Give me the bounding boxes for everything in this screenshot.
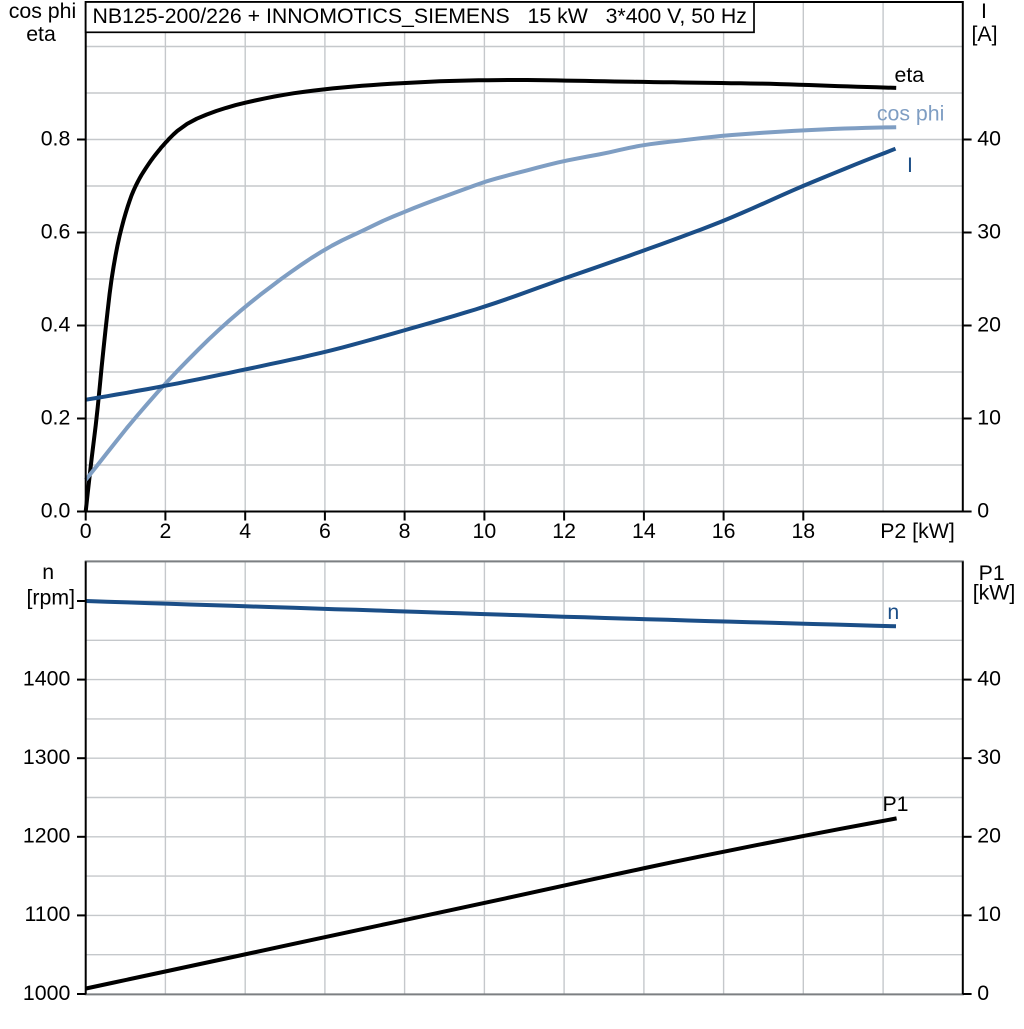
svg-text:12: 12 [552, 519, 576, 543]
svg-text:P1: P1 [979, 561, 1005, 585]
svg-text:16: 16 [712, 519, 736, 543]
svg-text:1400: 1400 [23, 666, 71, 690]
svg-text:eta: eta [894, 63, 924, 87]
svg-text:cos phi: cos phi [9, 0, 76, 23]
svg-text:8: 8 [399, 519, 411, 543]
svg-text:cos phi: cos phi [877, 102, 944, 126]
svg-text:1100: 1100 [25, 902, 71, 926]
svg-text:0.2: 0.2 [41, 405, 71, 429]
svg-text:10: 10 [473, 519, 497, 543]
svg-text:6: 6 [319, 519, 331, 543]
svg-text:I: I [907, 153, 913, 177]
svg-text:10: 10 [977, 902, 1001, 926]
svg-text:30: 30 [977, 745, 1001, 769]
svg-text:0: 0 [80, 519, 92, 543]
svg-text:1300: 1300 [23, 745, 71, 769]
svg-text:n: n [42, 560, 54, 584]
svg-text:I: I [981, 0, 987, 23]
svg-text:30: 30 [977, 219, 1001, 243]
svg-text:0: 0 [977, 981, 989, 1005]
svg-text:0.8: 0.8 [41, 126, 71, 150]
svg-text:0: 0 [977, 498, 989, 522]
svg-text:2: 2 [159, 519, 171, 543]
svg-text:1000: 1000 [23, 981, 71, 1005]
svg-text:eta: eta [26, 22, 56, 46]
svg-text:40: 40 [977, 666, 1001, 690]
svg-text:P2 [kW]: P2 [kW] [880, 519, 955, 543]
svg-text:P1: P1 [882, 792, 908, 816]
svg-text:0.6: 0.6 [41, 219, 71, 243]
svg-text:[kW]: [kW] [973, 581, 1016, 605]
svg-text:NB125-200/226 + INNOMOTICS_SIE: NB125-200/226 + INNOMOTICS_SIEMENS 15 kW… [93, 4, 747, 28]
svg-text:1200: 1200 [23, 824, 71, 848]
svg-text:0.0: 0.0 [41, 498, 71, 522]
svg-text:[rpm]: [rpm] [26, 586, 75, 610]
svg-text:4: 4 [239, 519, 251, 543]
svg-text:14: 14 [632, 519, 656, 543]
svg-text:20: 20 [977, 312, 1001, 336]
svg-text:20: 20 [977, 824, 1001, 848]
svg-text:n: n [887, 600, 899, 624]
svg-text:[A]: [A] [971, 22, 997, 46]
svg-text:10: 10 [977, 405, 1001, 429]
svg-text:40: 40 [977, 126, 1001, 150]
svg-text:18: 18 [791, 519, 815, 543]
svg-text:0.4: 0.4 [41, 312, 71, 336]
